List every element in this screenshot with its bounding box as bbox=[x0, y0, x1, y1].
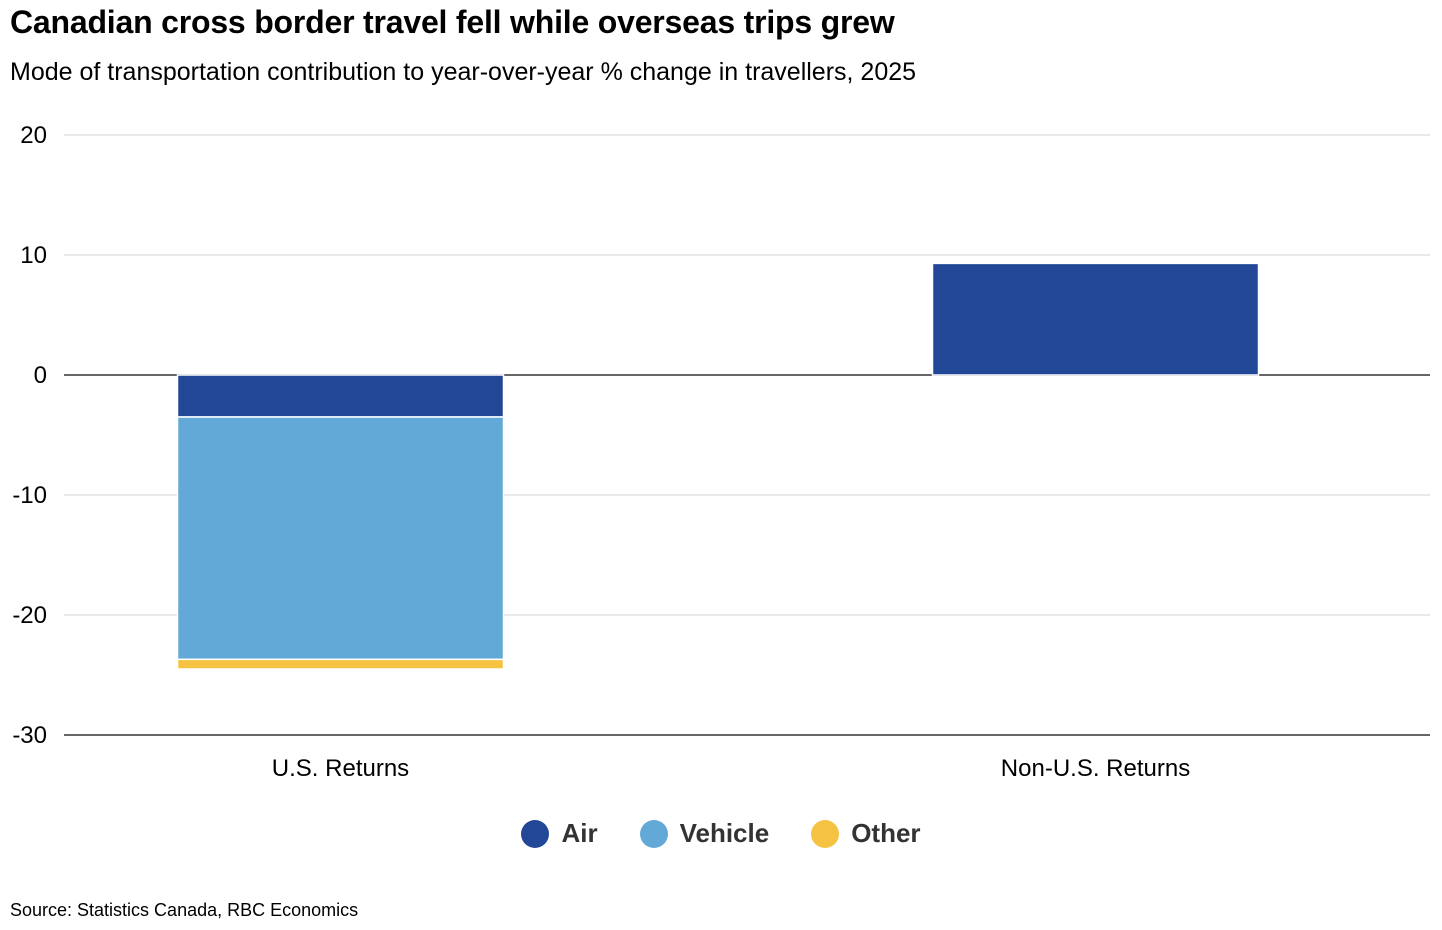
y-tick-label: 20 bbox=[20, 122, 47, 149]
y-tick-label: -30 bbox=[12, 722, 47, 749]
bar-air-us-returns bbox=[176, 374, 505, 418]
legend-swatch-icon bbox=[521, 819, 550, 848]
bar-other-us-returns bbox=[176, 658, 505, 670]
chart-legend: Air Vehicle Other bbox=[0, 818, 1442, 849]
legend-swatch-icon bbox=[639, 819, 668, 848]
legend-label: Vehicle bbox=[679, 818, 770, 848]
legend-label: Other bbox=[851, 818, 921, 848]
source-note: Source: Statistics Canada, RBC Economics bbox=[10, 900, 359, 920]
x-category-label: U.S. Returns bbox=[272, 755, 409, 782]
legend-item-other: Other bbox=[811, 818, 921, 849]
bar-air-non-us-returns bbox=[931, 262, 1260, 376]
x-category-label: Non-U.S. Returns bbox=[1001, 755, 1190, 782]
y-tick-label: -20 bbox=[12, 602, 47, 629]
legend-label: Air bbox=[561, 818, 598, 848]
y-tick-label: 10 bbox=[20, 242, 47, 269]
bar-vehicle-us-returns bbox=[176, 416, 505, 661]
chart-title: Canadian cross border travel fell while … bbox=[10, 4, 895, 40]
legend-item-air: Air bbox=[521, 818, 598, 849]
legend-item-vehicle: Vehicle bbox=[639, 818, 770, 849]
y-tick-label: -10 bbox=[12, 482, 47, 509]
legend-swatch-icon bbox=[811, 819, 840, 848]
y-tick-label: 0 bbox=[34, 362, 47, 389]
chart-subtitle: Mode of transportation contribution to y… bbox=[10, 58, 917, 86]
